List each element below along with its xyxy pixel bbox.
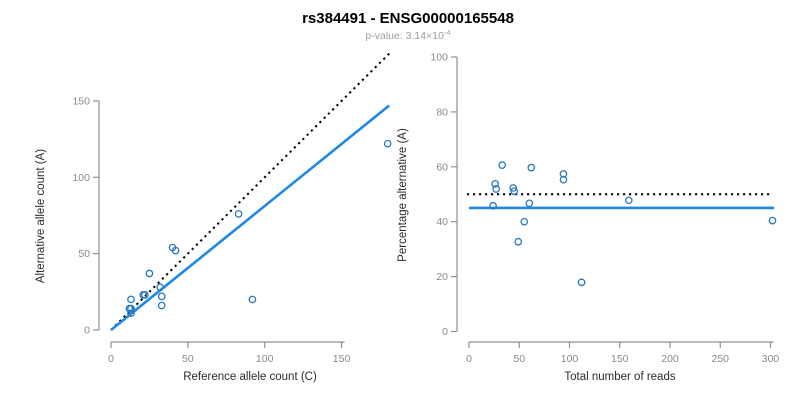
- y-tick-label: 80: [436, 106, 448, 118]
- x-tick-label: 100: [256, 353, 274, 365]
- left-reference-lines: [110, 52, 391, 332]
- x-tick-label: 200: [661, 353, 679, 365]
- data-point: [127, 304, 135, 313]
- data-point: [510, 187, 519, 196]
- data-point: [383, 139, 392, 148]
- left-x-axis-title: Reference allele count (C): [183, 371, 317, 383]
- right-y-axis-title: Percentage alternative (A): [397, 128, 409, 262]
- right-scatter-panel: 0 20 40 60 80 100 0 50 100 150 200 250 300 Total num…: [397, 52, 779, 384]
- x-tick-label: 0: [466, 353, 472, 365]
- data-point: [520, 217, 529, 226]
- left-axes: 0 50 100 150 0 50 100 150: [72, 95, 350, 365]
- data-point: [509, 184, 518, 192]
- data-point: [559, 175, 568, 184]
- data-point: [127, 309, 135, 318]
- data-point: [577, 278, 586, 287]
- pvalue-exponent: -4: [444, 28, 451, 37]
- x-tick-label: 300: [762, 353, 780, 365]
- data-point: [525, 199, 534, 208]
- x-tick-label: 250: [711, 353, 729, 365]
- data-point: [514, 237, 523, 246]
- plot-subtitle: p-value: 3.14×10-4: [365, 28, 450, 42]
- left-y-axis-title: Alternative allele count (A): [35, 149, 47, 283]
- y-tick-label: 100: [72, 172, 90, 184]
- data-point: [492, 185, 500, 193]
- data-point: [157, 301, 166, 310]
- y-tick-label: 100: [430, 52, 448, 64]
- data-point: [145, 269, 154, 278]
- data-point: [248, 295, 257, 304]
- y-tick-label: 40: [436, 216, 448, 228]
- y-tick-label: 50: [78, 248, 90, 260]
- right-data-points: [489, 161, 777, 287]
- fit-line: [110, 104, 391, 332]
- y-tick-label: 150: [72, 95, 90, 107]
- x-tick-label: 50: [182, 353, 194, 365]
- data-point: [498, 161, 507, 170]
- x-tick-label: 50: [513, 353, 525, 365]
- plot-title: rs384491 - ENSG00000165548: [302, 10, 514, 27]
- y-tick-label: 0: [84, 325, 90, 337]
- data-point: [489, 201, 497, 210]
- y-tick-label: 0: [442, 326, 448, 338]
- data-point: [156, 283, 165, 292]
- data-point: [527, 163, 536, 172]
- left-scatter-panel: 0 50 100 150 0 50 100 150 Reference allele coun…: [35, 52, 392, 383]
- right-reference-lines: [466, 193, 775, 210]
- data-point: [127, 295, 135, 304]
- data-point: [491, 179, 499, 188]
- left-data-points: [125, 139, 392, 318]
- y-tick-label: 20: [436, 271, 448, 283]
- x-tick-label: 100: [561, 353, 579, 365]
- y-tick-label: 60: [436, 161, 448, 173]
- data-point: [157, 292, 166, 301]
- data-point: [171, 246, 180, 255]
- x-tick-label: 150: [611, 353, 629, 365]
- data-point: [624, 196, 633, 205]
- data-point: [140, 291, 149, 299]
- data-point: [768, 216, 777, 225]
- x-tick-label: 0: [108, 353, 114, 365]
- data-point: [234, 210, 243, 218]
- pvalue-text: p-value: 3.14×10: [365, 30, 444, 42]
- x-tick-label: 150: [333, 353, 351, 365]
- right-axes: 0 20 40 60 80 100 0 50 100 150 200 250 300: [430, 52, 779, 366]
- right-x-axis-title: Total number of reads: [564, 371, 675, 383]
